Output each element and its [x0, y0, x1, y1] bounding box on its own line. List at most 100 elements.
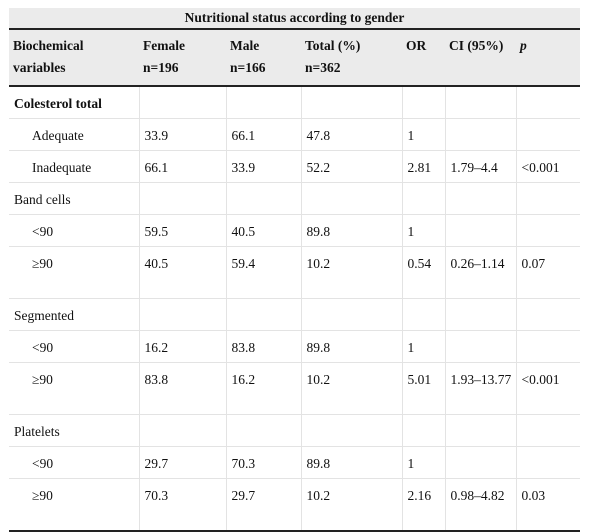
header-line: Total (%) — [305, 38, 361, 53]
or-value: 1 — [402, 214, 446, 247]
table-row: Adequate 33.9 66.1 47.8 1 — [9, 118, 581, 151]
table-header-row: Biochemical variables Female n=196 Male n=1… — [9, 29, 581, 87]
p-value — [516, 330, 581, 363]
ci-value: 1.93–13.77 — [445, 362, 517, 415]
or-value: 5.01 — [402, 362, 446, 415]
female-value: 40.5 — [139, 246, 227, 299]
male-value: 59.4 — [226, 246, 302, 299]
female-value: 66.1 — [139, 150, 227, 183]
header-or: OR — [402, 29, 445, 87]
table-row: Colesterol total — [9, 86, 581, 119]
total-value: 89.8 — [301, 330, 403, 363]
row-label: Segmented — [9, 298, 140, 331]
table-row: Band cells — [9, 182, 581, 215]
table-row: ≥90 83.8 16.2 10.2 5.01 1.93–13.77 <0.001 — [9, 362, 581, 415]
table-row: <90 16.2 83.8 89.8 1 — [9, 330, 581, 363]
header-biochemical-variables: Biochemical variables — [9, 29, 139, 87]
female-value: 59.5 — [139, 214, 227, 247]
or-value — [402, 298, 446, 331]
ci-value — [445, 446, 517, 479]
row-label: Platelets — [9, 414, 140, 447]
or-value: 2.16 — [402, 478, 446, 532]
header-male: Male n=166 — [226, 29, 301, 87]
ci-value — [445, 118, 517, 151]
header-line: p — [520, 38, 527, 53]
female-value: 33.9 — [139, 118, 227, 151]
or-value — [402, 86, 446, 119]
row-label: Adequate — [9, 118, 140, 151]
total-value — [301, 298, 403, 331]
header-line: OR — [406, 38, 427, 53]
total-value: 52.2 — [301, 150, 403, 183]
table-row: Segmented — [9, 298, 581, 331]
male-value — [226, 298, 302, 331]
or-value — [402, 414, 446, 447]
p-value — [516, 86, 581, 119]
table-container: Nutritional status according to gender B… — [9, 8, 581, 532]
row-label: ≥90 — [9, 362, 140, 415]
header-line: variables — [13, 60, 66, 75]
female-value: 16.2 — [139, 330, 227, 363]
total-value: 89.8 — [301, 446, 403, 479]
total-value: 10.2 — [301, 246, 403, 299]
male-value: 16.2 — [226, 362, 302, 415]
or-value — [402, 182, 446, 215]
male-value — [226, 182, 302, 215]
p-value — [516, 214, 581, 247]
header-line: CI (95%) — [449, 38, 504, 53]
ci-value — [445, 214, 517, 247]
header-line: Biochemical — [13, 38, 84, 53]
p-value — [516, 414, 581, 447]
male-value: 29.7 — [226, 478, 302, 532]
p-value: <0.001 — [516, 150, 581, 183]
header-line: Male — [230, 38, 260, 53]
p-value: <0.001 — [516, 362, 581, 415]
table-row: <90 29.7 70.3 89.8 1 — [9, 446, 581, 479]
or-value: 2.81 — [402, 150, 446, 183]
female-value — [139, 414, 227, 447]
male-value: 83.8 — [226, 330, 302, 363]
total-value — [301, 182, 403, 215]
ci-value — [445, 182, 517, 215]
female-value — [139, 86, 227, 119]
ci-value: 1.79–4.4 — [445, 150, 517, 183]
row-label: Band cells — [9, 182, 140, 215]
row-label: <90 — [9, 446, 140, 479]
ci-value — [445, 86, 517, 119]
or-value: 1 — [402, 330, 446, 363]
male-value: 33.9 — [226, 150, 302, 183]
total-value: 89.8 — [301, 214, 403, 247]
ci-value: 0.98–4.82 — [445, 478, 517, 532]
header-total: Total (%) n=362 — [301, 29, 402, 87]
female-value: 29.7 — [139, 446, 227, 479]
ci-value — [445, 414, 517, 447]
p-value — [516, 446, 581, 479]
female-value: 83.8 — [139, 362, 227, 415]
or-value: 0.54 — [402, 246, 446, 299]
header-ci: CI (95%) — [445, 29, 516, 87]
ci-value: 0.26–1.14 — [445, 246, 517, 299]
header-p: p — [516, 29, 581, 87]
total-value — [301, 414, 403, 447]
or-value: 1 — [402, 118, 446, 151]
table-title-row: Nutritional status according to gender — [9, 8, 581, 30]
male-value — [226, 414, 302, 447]
header-line: n=166 — [230, 60, 266, 75]
header-line: n=196 — [143, 60, 179, 75]
male-value: 70.3 — [226, 446, 302, 479]
p-value: 0.03 — [516, 478, 581, 532]
table-row: Inadequate 66.1 33.9 52.2 2.81 1.79–4.4 <0.001 — [9, 150, 581, 183]
female-value — [139, 298, 227, 331]
female-value — [139, 182, 227, 215]
ci-value — [445, 298, 517, 331]
header-female: Female n=196 — [139, 29, 226, 87]
row-label: ≥90 — [9, 246, 140, 299]
total-value: 10.2 — [301, 362, 403, 415]
female-value: 70.3 — [139, 478, 227, 532]
table-title: Nutritional status according to gender — [9, 8, 581, 30]
table-body: Colesterol total Adequate 33.9 66.1 47.8 1 Ina… — [9, 86, 581, 532]
p-value — [516, 298, 581, 331]
total-value: 10.2 — [301, 478, 403, 532]
or-value: 1 — [402, 446, 446, 479]
table-row: ≥90 40.5 59.4 10.2 0.54 0.26–1.14 0.07 — [9, 246, 581, 299]
